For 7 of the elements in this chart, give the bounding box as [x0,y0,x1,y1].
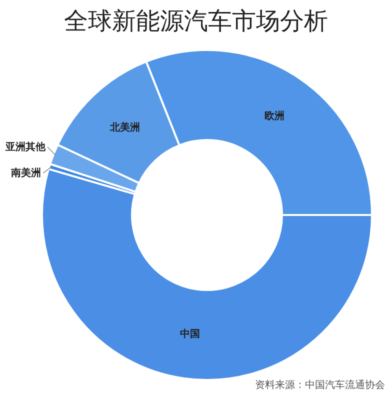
chart-title: 全球新能源汽车市场分析 [64,7,328,35]
slice-label: 南美洲 [10,167,42,180]
slice-label: 中国 [180,328,200,340]
slice-label: 欧洲 [264,110,284,122]
text: 资料来源：中国汽车流通协会 [255,379,385,391]
slice-label: 北美洲 [108,122,140,134]
slice-label: 亚洲其他 [4,140,46,153]
